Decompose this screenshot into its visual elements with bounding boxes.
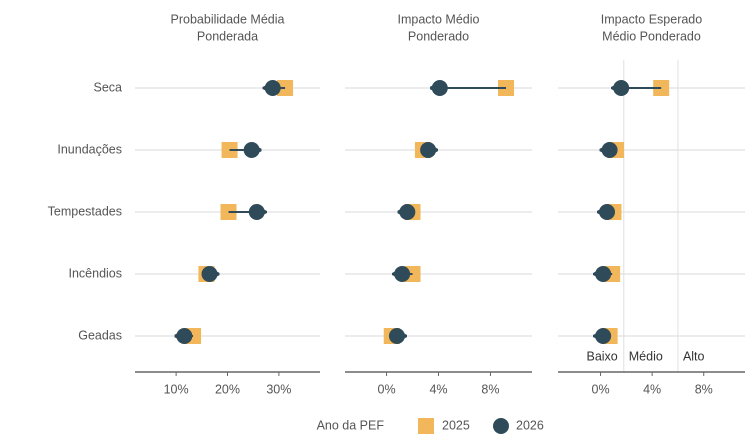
panel-title: Ponderado [408,29,469,43]
marker-2026 [264,80,281,96]
x-tick-label: 8% [481,382,499,396]
x-tick-label: 20% [215,382,240,396]
category-label: Geadas [78,328,122,342]
x-tick-label: 10% [164,382,189,396]
marker-2026 [420,142,437,158]
zone-label: Alto [683,349,705,363]
marker-2026 [394,266,411,282]
legend-title: Ano da PEF [317,418,385,432]
panel-title: Ponderada [197,29,258,43]
x-tick-label: 4% [643,382,661,396]
marker-2026 [243,142,260,158]
category-label: Seca [94,80,123,94]
marker-2026 [201,266,218,282]
marker-2026 [399,204,416,220]
x-tick-label: 0% [592,382,610,396]
zone-label: Baixo [586,349,617,363]
marker-2026 [176,328,193,344]
panel-title: Impacto Esperado [601,12,702,26]
category-label: Inundações [57,142,122,156]
marker-2026 [431,80,448,96]
category-label: Tempestades [48,204,122,218]
legend-label: 2026 [516,418,544,432]
marker-2026 [613,80,630,96]
category-label: Incêndios [68,266,122,280]
marker-2026 [599,204,616,220]
marker-2026 [388,328,405,344]
legend-label: 2025 [442,418,470,432]
x-tick-label: 8% [695,382,713,396]
marker-2026 [248,204,265,220]
x-tick-label: 4% [429,382,447,396]
x-tick-label: 0% [378,382,396,396]
marker-2026 [601,142,618,158]
panel-title: Impacto Médio [398,12,480,26]
zone-label: Médio [629,349,663,363]
legend-swatch [493,418,509,434]
panel-title: Médio Ponderado [602,29,701,43]
x-tick-label: 30% [266,382,291,396]
legend-swatch [418,418,434,434]
marker-2026 [595,266,612,282]
panel-title: Probabilidade Média [171,12,285,26]
marker-2026 [595,328,612,344]
